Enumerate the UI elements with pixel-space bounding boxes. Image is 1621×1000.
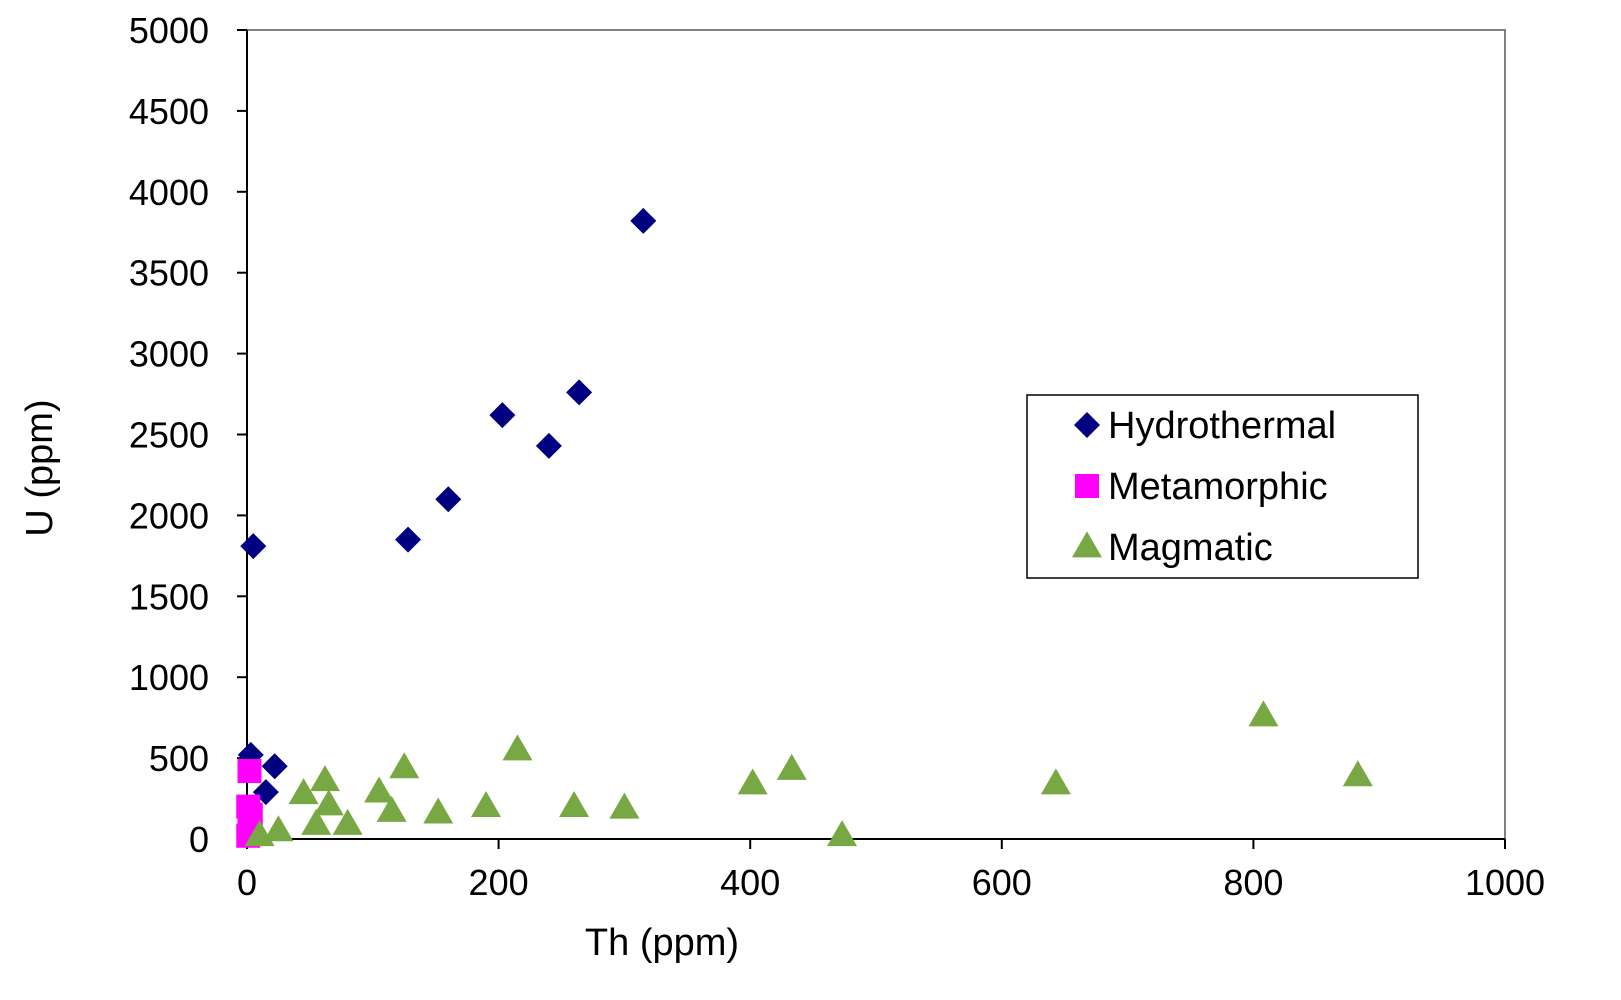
magmatic-point: [332, 808, 363, 835]
y-tick-label: 1000: [129, 657, 209, 698]
magmatic-point: [1040, 768, 1071, 795]
magmatic-point: [1248, 700, 1279, 727]
magmatic-point: [376, 795, 407, 822]
y-tick-label: 0: [189, 819, 209, 860]
y-tick-label: 3000: [129, 334, 209, 375]
y-tick-label: 5000: [129, 10, 209, 51]
y-tick-label: 4500: [129, 91, 209, 132]
magmatic-point: [423, 797, 454, 824]
x-axis: 0 200 400 600 800 1000: [237, 838, 1545, 903]
magmatic-point: [776, 753, 807, 780]
legend-label-metamorphic: Metamorphic: [1108, 466, 1328, 508]
legend-marker-hydrothermal: [1074, 412, 1100, 438]
series-magmatic: [244, 700, 1373, 847]
hydrothermal-point: [261, 753, 288, 780]
x-tick-label: 600: [972, 862, 1032, 903]
data-points: [236, 207, 1373, 848]
hydrothermal-point: [435, 486, 462, 513]
magmatic-point: [737, 768, 768, 795]
hydrothermal-point: [240, 533, 267, 560]
hydrothermal-point: [489, 402, 516, 429]
legend: Hydrothermal Metamorphic Magmatic: [1026, 394, 1419, 579]
magmatic-point: [389, 752, 420, 779]
legend-marker-magmatic: [1072, 531, 1102, 558]
y-tick-label: 3500: [129, 253, 209, 294]
magmatic-point: [827, 820, 858, 847]
hydrothermal-point: [566, 379, 593, 406]
hydrothermal-point: [535, 432, 562, 459]
magmatic-point: [263, 815, 294, 842]
magmatic-point: [559, 791, 590, 818]
magmatic-point: [364, 776, 395, 803]
y-tick-label: 1500: [129, 576, 209, 617]
x-tick-label: 400: [720, 862, 780, 903]
y-tick-label: 4000: [129, 172, 209, 213]
x-tick-label: 800: [1223, 862, 1283, 903]
y-tick-label: 500: [149, 738, 209, 779]
magmatic-point: [309, 765, 340, 792]
magmatic-point: [1342, 760, 1373, 787]
magmatic-point: [313, 789, 344, 816]
y-axis: 0 500 1000 1500 2000 2500 3000 3500 4000 4500 5000: [129, 10, 248, 860]
legend-marker-metamorphic: [1075, 474, 1099, 498]
hydrothermal-point: [395, 526, 422, 553]
metamorphic-point: [237, 759, 262, 784]
x-tick-label: 0: [237, 862, 257, 903]
magmatic-point: [609, 792, 640, 819]
magmatic-point: [471, 791, 502, 818]
magmatic-point: [502, 734, 533, 761]
x-tick-label: 1000: [1465, 862, 1545, 903]
legend-label-hydrothermal: Hydrothermal: [1108, 405, 1336, 447]
y-tick-label: 2500: [129, 415, 209, 456]
x-tick-label: 200: [469, 862, 529, 903]
y-axis-title: U (ppm): [19, 399, 61, 536]
hydrothermal-point: [630, 207, 657, 234]
y-tick-label: 2000: [129, 495, 209, 536]
legend-label-magmatic: Magmatic: [1108, 527, 1273, 569]
x-axis-title: Th (ppm): [585, 922, 739, 964]
magmatic-point: [301, 808, 332, 835]
magmatic-point: [288, 778, 319, 805]
